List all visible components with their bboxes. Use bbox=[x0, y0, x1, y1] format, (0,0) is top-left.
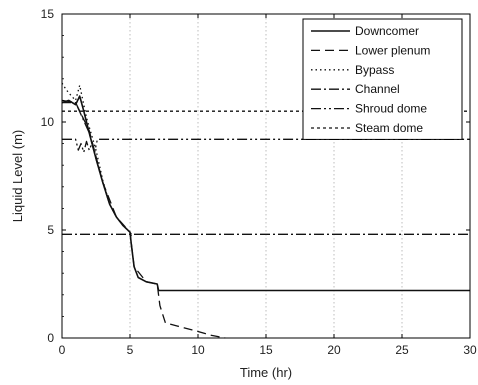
x-tick-label-5: 25 bbox=[395, 343, 409, 357]
x-tick-label-0: 0 bbox=[59, 343, 66, 357]
y-axis-label: Liquid Level (m) bbox=[10, 130, 25, 223]
y-tick-label-0: 0 bbox=[47, 331, 54, 345]
x-axis-label: Time (hr) bbox=[240, 365, 292, 380]
series-layer bbox=[61, 82, 470, 339]
legend-label-bypass: Bypass bbox=[355, 63, 394, 77]
legend-label-channel: Channel bbox=[355, 82, 400, 96]
legend-label-lower-plenum: Lower plenum bbox=[355, 43, 430, 57]
series-line-channel-3 bbox=[61, 99, 132, 235]
x-tick-label-4: 20 bbox=[327, 343, 341, 357]
y-tick-label-3: 15 bbox=[41, 7, 55, 21]
legend-box bbox=[302, 18, 463, 140]
legend-label-downcomer: Downcomer bbox=[355, 24, 419, 38]
legend: Downcomer Lower plenum Bypass Channel Shroud… bbox=[302, 18, 463, 140]
tick-labels: 0 5 10 15 20 25 30 0 5 10 15 bbox=[41, 7, 477, 357]
x-tick-label-1: 5 bbox=[127, 343, 134, 357]
y-tick-label-1: 5 bbox=[47, 223, 54, 237]
x-tick-label-3: 15 bbox=[259, 343, 273, 357]
legend-label-steam-dome: Steam dome bbox=[355, 121, 423, 135]
x-tick-label-6: 30 bbox=[463, 343, 477, 357]
legend-label-shroud-dome: Shroud dome bbox=[355, 102, 427, 116]
y-tick-label-2: 10 bbox=[41, 115, 55, 129]
x-tick-label-2: 10 bbox=[191, 343, 205, 357]
axis-ticks bbox=[61, 13, 471, 339]
